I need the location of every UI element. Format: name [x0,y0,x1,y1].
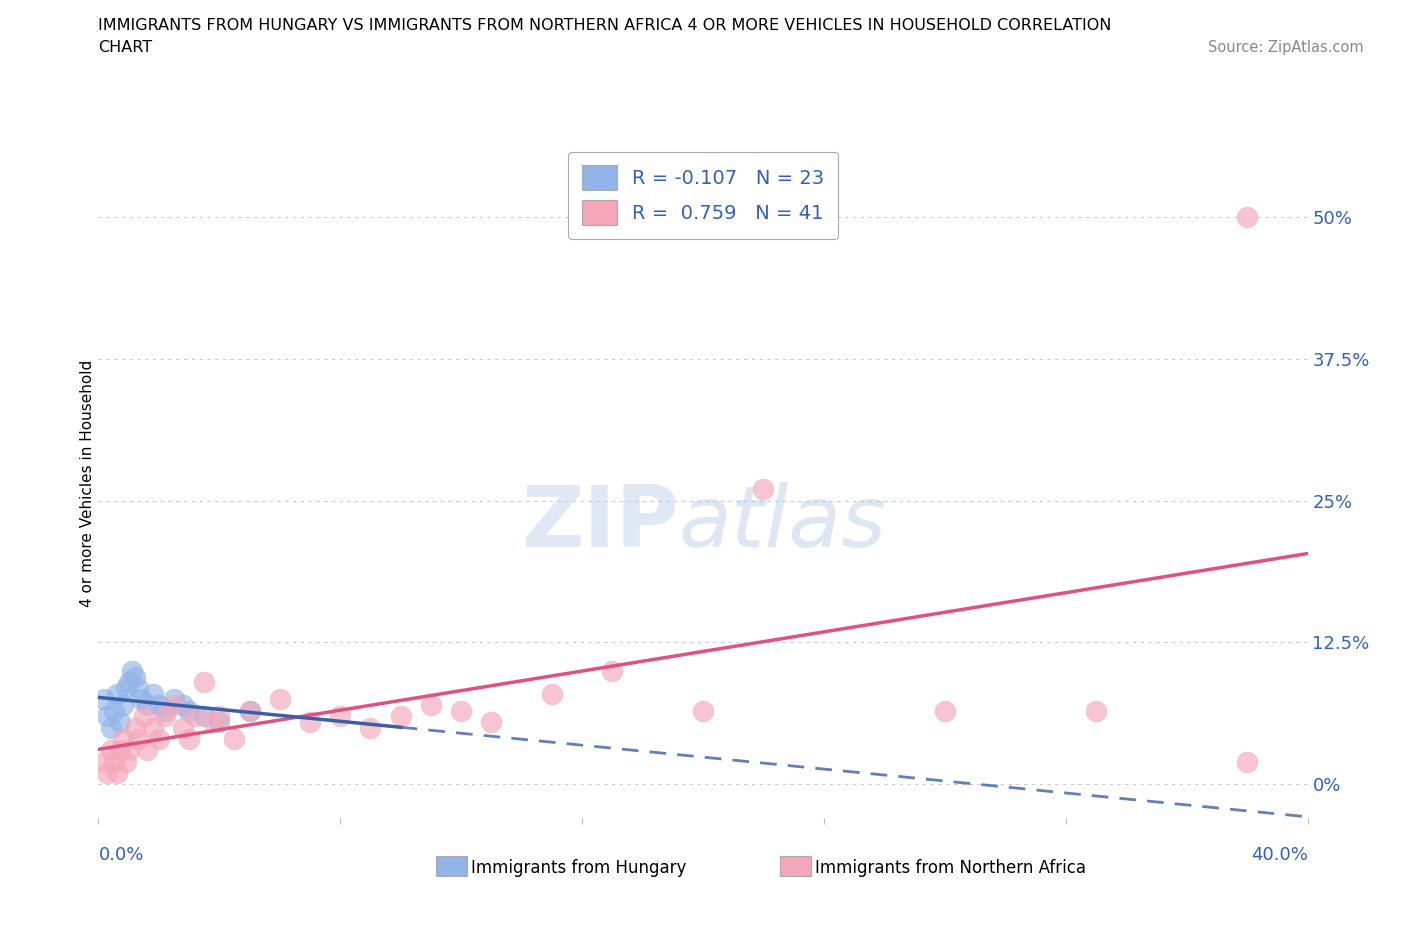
Point [148,698,170,712]
Point [105,686,128,701]
Point [96,709,118,724]
Point [208,709,231,724]
Point [420,698,443,712]
Point [153,709,176,724]
Point [111,732,134,747]
Point [118,743,141,758]
Point [602,663,624,678]
Point [124,720,146,735]
Text: Immigrants from Northern Africa: Immigrants from Northern Africa [815,858,1087,877]
Point [540,686,562,701]
Point [111,698,134,712]
Point [193,675,215,690]
Point [114,681,136,696]
Point [100,720,122,735]
Point [118,675,141,690]
Point [193,709,215,724]
Point [135,743,157,758]
Point [93,692,115,707]
Point [172,698,194,712]
Point [103,754,125,769]
Point [208,714,231,729]
Text: ZIP: ZIP [522,483,679,565]
Point [1236,209,1258,224]
Point [100,743,122,758]
Point [202,714,225,729]
Legend: R = -0.107   N = 23, R =  0.759   N = 41: R = -0.107 N = 23, R = 0.759 N = 41 [568,152,838,239]
Point [127,732,149,747]
Point [481,714,503,729]
Point [450,703,472,718]
Point [179,732,201,747]
Point [1085,703,1108,718]
Point [121,663,143,678]
Point [142,686,165,701]
Text: 0.0%: 0.0% [98,846,143,864]
Point [105,765,128,780]
Point [239,703,262,718]
Point [224,732,246,747]
Point [135,698,157,712]
Point [108,714,131,729]
Point [389,709,412,724]
Point [179,703,201,718]
Point [127,681,149,696]
Point [108,743,131,758]
Point [132,709,155,724]
Point [184,709,207,724]
Point [93,754,115,769]
Point [129,692,152,707]
Point [239,703,262,718]
Point [153,703,176,718]
Point [299,714,322,729]
Point [1236,754,1258,769]
Point [934,703,956,718]
Point [269,692,291,707]
Text: 40.0%: 40.0% [1251,846,1308,864]
Point [142,720,165,735]
Text: IMMIGRANTS FROM HUNGARY VS IMMIGRANTS FROM NORTHERN AFRICA 4 OR MORE VEHICLES IN: IMMIGRANTS FROM HUNGARY VS IMMIGRANTS FR… [98,18,1112,33]
Point [329,709,352,724]
Point [752,482,775,497]
Point [172,720,194,735]
Point [124,669,146,684]
Text: atlas: atlas [679,483,887,565]
Point [148,732,170,747]
Point [163,692,186,707]
Text: Source: ZipAtlas.com: Source: ZipAtlas.com [1208,40,1364,55]
Point [114,754,136,769]
Point [163,698,186,712]
Text: CHART: CHART [98,40,152,55]
Point [692,703,714,718]
Y-axis label: 4 or more Vehicles in Household: 4 or more Vehicles in Household [80,360,94,607]
Text: Immigrants from Hungary: Immigrants from Hungary [471,858,686,877]
Point [360,720,382,735]
Point [103,703,125,718]
Point [96,765,118,780]
